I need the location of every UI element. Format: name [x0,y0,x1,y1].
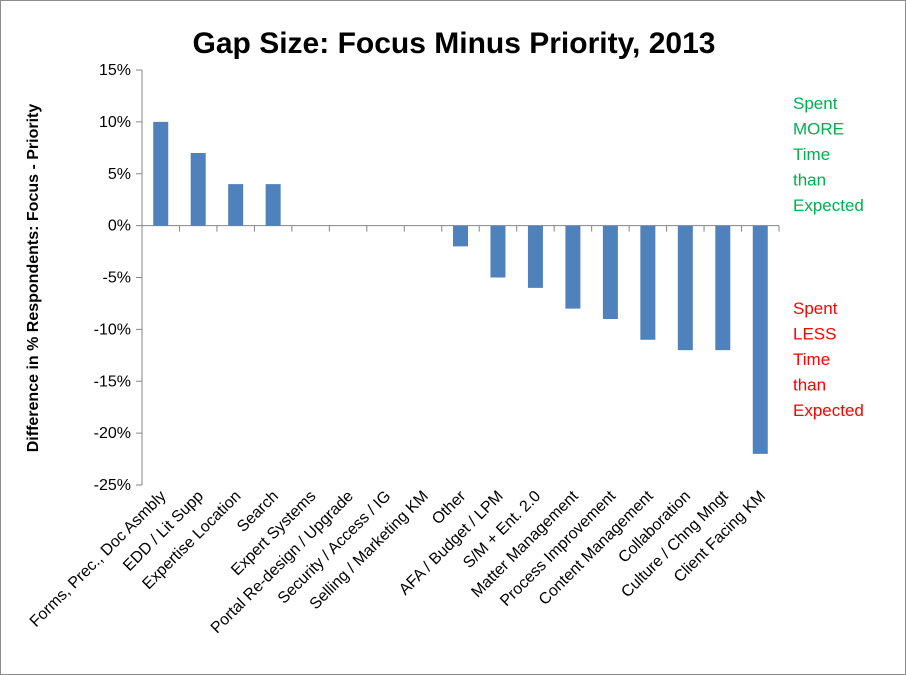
annotation-line: than [793,376,826,395]
annotation-line: Spent [793,299,838,318]
bar [153,121,169,226]
annotation-line: Time [793,145,830,164]
bar [640,225,656,340]
bar [565,225,581,309]
y-tick-label: 15% [99,62,131,79]
bar [453,225,468,247]
y-axis-title: Difference in % Respondents: Focus - Pri… [25,104,42,453]
bar [228,184,244,226]
bar [752,225,768,454]
y-tick-label: 5% [108,166,131,183]
annotation-less: Spent LESS Time than Expected [793,299,864,420]
y-tick-label: 10% [99,114,131,131]
annotation-line: Expected [793,196,864,215]
bar [265,184,281,226]
bar [677,225,693,351]
annotation-line: Expected [793,401,864,420]
annotation-line: LESS [793,325,836,344]
category-label: Forms, Prec., Doc Asmbly [27,488,170,631]
y-tick-label: -25% [94,477,131,494]
annotation-line: Time [793,350,830,369]
chart-title: Gap Size: Focus Minus Priority, 2013 [193,27,716,60]
y-tick-label: 0% [108,218,131,235]
bar [190,153,206,226]
bar [490,225,506,278]
bar [527,225,543,288]
y-tick-label: -5% [103,270,131,287]
y-tick-label: -15% [94,373,131,390]
annotations: Spent MORE Time than Expected Spent LESS Time th… [793,94,864,420]
bar [715,225,731,351]
y-tick-label: -10% [94,321,131,338]
annotation-line: Spent [793,94,838,113]
annotation-more: Spent MORE Time than Expected [793,94,864,215]
y-tick-label: -20% [94,425,131,442]
annotation-line: MORE [793,120,844,139]
bars [153,121,768,454]
bar [602,225,618,319]
annotation-line: than [793,171,826,190]
y-axis: 15% 10% 5% 0% -5% -10% -15% -20% -25% [94,62,143,494]
